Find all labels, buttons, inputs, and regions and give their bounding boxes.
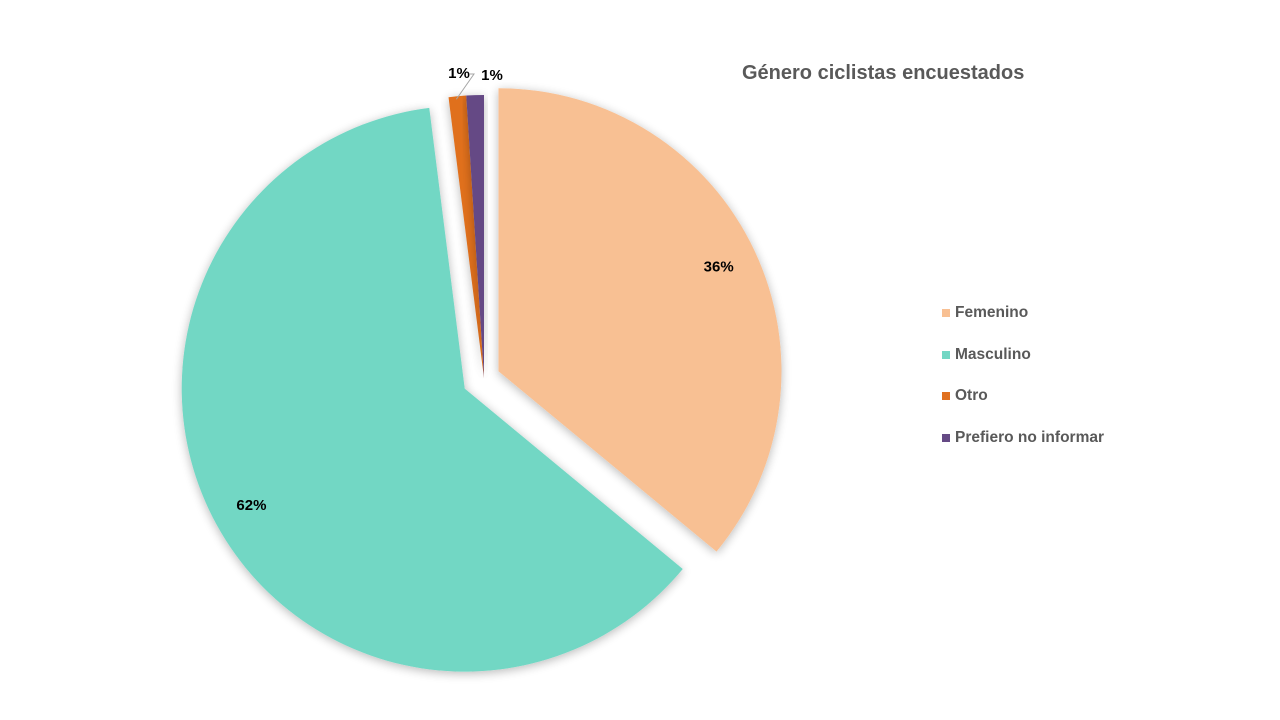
pie-slice-masculino	[181, 107, 683, 672]
legend-label: Femenino	[955, 304, 1029, 321]
pie-slice-femenino	[498, 88, 782, 552]
legend-item-masculino: Masculino	[942, 345, 1104, 365]
data-label-prefiero-no-informar: 1%	[481, 67, 503, 84]
legend-item-femenino: Femenino	[942, 303, 1104, 323]
legend: Femenino Masculino Otro Prefiero no info…	[942, 303, 1104, 469]
legend-swatch	[942, 309, 950, 317]
legend-label: Prefiero no informar	[955, 428, 1104, 446]
legend-label: Otro	[955, 387, 988, 404]
legend-item-otro: Otro	[942, 386, 1104, 406]
legend-swatch	[942, 392, 950, 400]
pie-slice-prefiero-no-informar	[466, 95, 484, 378]
legend-swatch	[942, 350, 950, 359]
legend-swatch	[942, 433, 950, 442]
data-label-otro: 1%	[448, 65, 470, 82]
legend-item-prefiero-no-informar: Prefiero no informar	[942, 428, 1104, 448]
leader-line	[455, 73, 475, 100]
chart-title: Género ciclistas encuestados	[742, 62, 1025, 84]
data-label-masculino: 62%	[236, 497, 266, 514]
pie-slice-otro	[448, 95, 484, 378]
legend-label: Masculino	[955, 345, 1031, 363]
data-label-femenino: 36%	[704, 259, 734, 276]
